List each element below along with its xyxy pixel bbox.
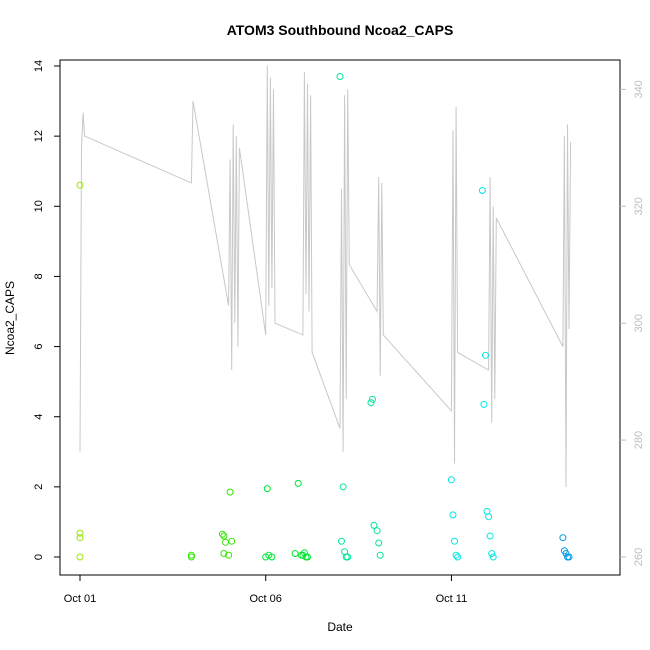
y2-tick-label: 280 bbox=[633, 431, 645, 449]
data-point bbox=[488, 550, 496, 557]
data-point bbox=[482, 351, 489, 359]
data-point bbox=[489, 553, 497, 561]
data-point bbox=[294, 479, 302, 487]
y2-tick-label: 300 bbox=[633, 314, 645, 332]
data-point bbox=[220, 532, 228, 540]
y2-tick-label: 320 bbox=[633, 197, 645, 215]
data-point bbox=[447, 476, 455, 484]
data-point bbox=[375, 539, 383, 547]
y-axis-label: Ncoa2_CAPS bbox=[3, 281, 17, 355]
data-point bbox=[454, 553, 462, 561]
data-point bbox=[226, 488, 234, 496]
data-point bbox=[451, 537, 458, 545]
data-point bbox=[373, 527, 381, 535]
x-tick-label: Oct 01 bbox=[64, 593, 96, 605]
y-tick-label: 10 bbox=[33, 200, 45, 212]
y-tick-label: 4 bbox=[33, 414, 45, 420]
data-point bbox=[263, 485, 271, 493]
data-point bbox=[480, 400, 488, 408]
x-tick-label: Oct 06 bbox=[250, 593, 282, 605]
data-point bbox=[478, 187, 486, 194]
chart-title: ATOM3 Southbound Ncoa2_CAPS bbox=[227, 22, 454, 38]
data-point bbox=[187, 551, 195, 559]
data-point bbox=[338, 537, 345, 545]
data-point bbox=[485, 513, 493, 521]
y2-axis: 260 280 300 320 340 bbox=[620, 80, 645, 566]
data-point bbox=[336, 73, 344, 80]
data-point bbox=[228, 537, 236, 545]
point-layer bbox=[76, 73, 573, 561]
y-tick-label: 14 bbox=[33, 60, 45, 72]
plot-frame bbox=[59, 59, 621, 576]
y-axis: 0 2 4 6 8 10 12 14 bbox=[33, 60, 60, 560]
data-point bbox=[370, 521, 378, 529]
data-point bbox=[76, 553, 84, 561]
data-point bbox=[565, 553, 573, 561]
y-tick-label: 6 bbox=[33, 344, 45, 350]
y-tick-label: 2 bbox=[33, 484, 45, 490]
data-point bbox=[452, 551, 460, 559]
x-tick-label: Oct 11 bbox=[436, 593, 468, 605]
x-axis-label: Date bbox=[327, 620, 353, 634]
data-point bbox=[76, 529, 84, 537]
y2-tick-label: 340 bbox=[633, 80, 645, 98]
data-point bbox=[369, 395, 376, 403]
data-point bbox=[76, 181, 84, 189]
y-tick-label: 8 bbox=[33, 273, 45, 279]
data-point bbox=[268, 553, 276, 561]
y2-tick-label: 260 bbox=[633, 548, 645, 566]
data-point bbox=[304, 553, 311, 561]
data-point bbox=[449, 511, 457, 519]
data-point bbox=[367, 399, 375, 407]
data-point bbox=[225, 551, 233, 559]
data-point bbox=[486, 532, 494, 540]
data-point bbox=[339, 483, 347, 491]
data-point bbox=[218, 530, 226, 538]
y-tick-label: 0 bbox=[33, 554, 45, 560]
data-point bbox=[376, 551, 384, 559]
data-point bbox=[291, 550, 299, 557]
data-point bbox=[344, 553, 352, 561]
x-axis: Oct 01 Oct 06 Oct 11 bbox=[64, 575, 467, 605]
data-point bbox=[559, 534, 567, 542]
data-point bbox=[76, 534, 84, 542]
line-layer bbox=[79, 65, 572, 487]
series-line bbox=[79, 65, 572, 487]
data-point bbox=[220, 550, 228, 557]
y-tick-label: 12 bbox=[33, 130, 45, 142]
data-point bbox=[222, 538, 229, 546]
